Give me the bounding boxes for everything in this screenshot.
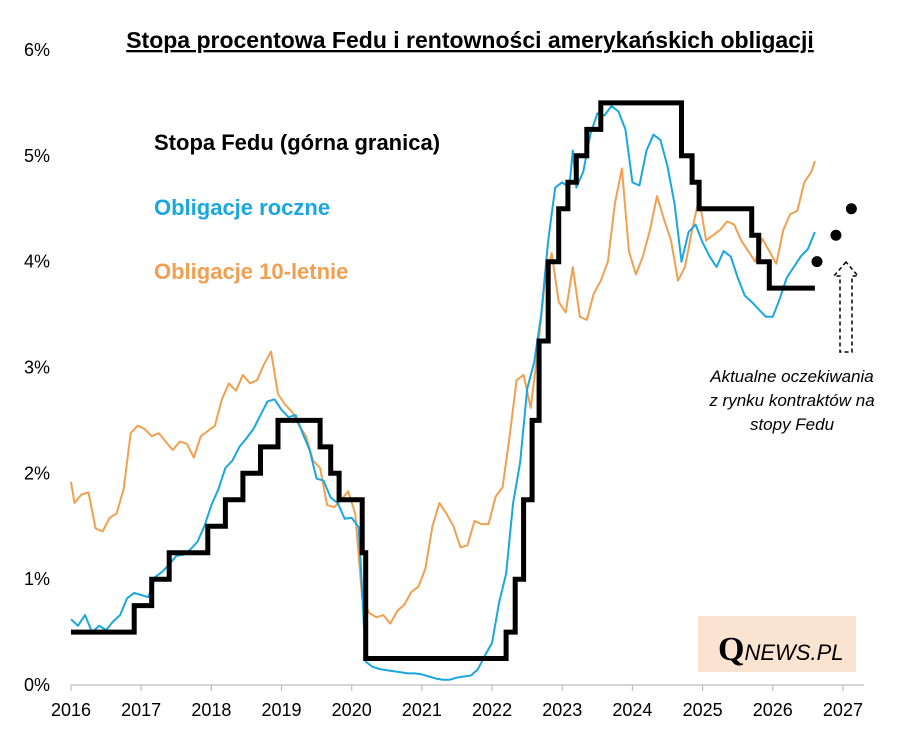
x-tick-label: 2021 xyxy=(402,700,442,720)
annotation-line-1: Aktualne oczekiwania xyxy=(709,367,873,386)
x-tick-label: 2027 xyxy=(823,700,863,720)
y-tick-label: 5% xyxy=(24,146,50,166)
x-tick-label: 2023 xyxy=(542,700,582,720)
x-tick-label: 2025 xyxy=(683,700,723,720)
one-year-yield-line xyxy=(70,105,816,681)
legend-ten-year: Obligacje 10-letnie xyxy=(154,259,348,284)
x-tick-label: 2024 xyxy=(612,700,652,720)
annotation-line-2: z rynku kontraktów na xyxy=(708,391,874,410)
x-tick-label: 2020 xyxy=(332,700,372,720)
x-tick-label: 2019 xyxy=(262,700,302,720)
series-layer xyxy=(70,100,816,681)
logo-background xyxy=(698,616,856,672)
y-tick-label: 2% xyxy=(24,463,50,483)
x-axis: 2016 2017 2018 2019 2020 2021 2022 2023 2024 2025… xyxy=(51,684,864,720)
expectation-point xyxy=(811,256,823,268)
y-axis: 0% 1% 2% 3% 4% 5% 6% xyxy=(24,40,50,695)
y-tick-label: 1% xyxy=(24,569,50,589)
annotation-arrow-icon xyxy=(832,260,860,353)
annotation-line-3: stopy Fedu xyxy=(750,415,835,434)
annotation: Aktualne oczekiwania z rynku kontraktów … xyxy=(708,367,874,434)
expectation-point xyxy=(845,203,857,215)
logo-text: QNEWS.PL xyxy=(718,631,843,668)
ten-year-yield-line xyxy=(70,160,816,625)
x-tick-label: 2017 xyxy=(121,700,161,720)
expectation-dots xyxy=(811,203,857,268)
chart-title: Stopa procentowa Fedu i rentowności amer… xyxy=(126,27,814,53)
fed-rate-line xyxy=(71,100,815,661)
x-tick-label: 2022 xyxy=(472,700,512,720)
x-tick-label: 2026 xyxy=(753,700,793,720)
x-tick-label: 2016 xyxy=(51,700,91,720)
legend-one-year: Obligacje roczne xyxy=(154,195,330,220)
logo: QNEWS.PL xyxy=(698,616,856,672)
x-tick-label: 2018 xyxy=(191,700,231,720)
y-tick-label: 4% xyxy=(24,252,50,272)
y-tick-label: 6% xyxy=(24,40,50,60)
y-tick-label: 0% xyxy=(24,675,50,695)
legend-fed: Stopa Fedu (górna granica) xyxy=(154,130,440,155)
y-tick-label: 3% xyxy=(24,358,50,378)
legend: Stopa Fedu (górna granica) Obligacje roc… xyxy=(154,130,440,284)
expectation-point xyxy=(830,229,842,241)
